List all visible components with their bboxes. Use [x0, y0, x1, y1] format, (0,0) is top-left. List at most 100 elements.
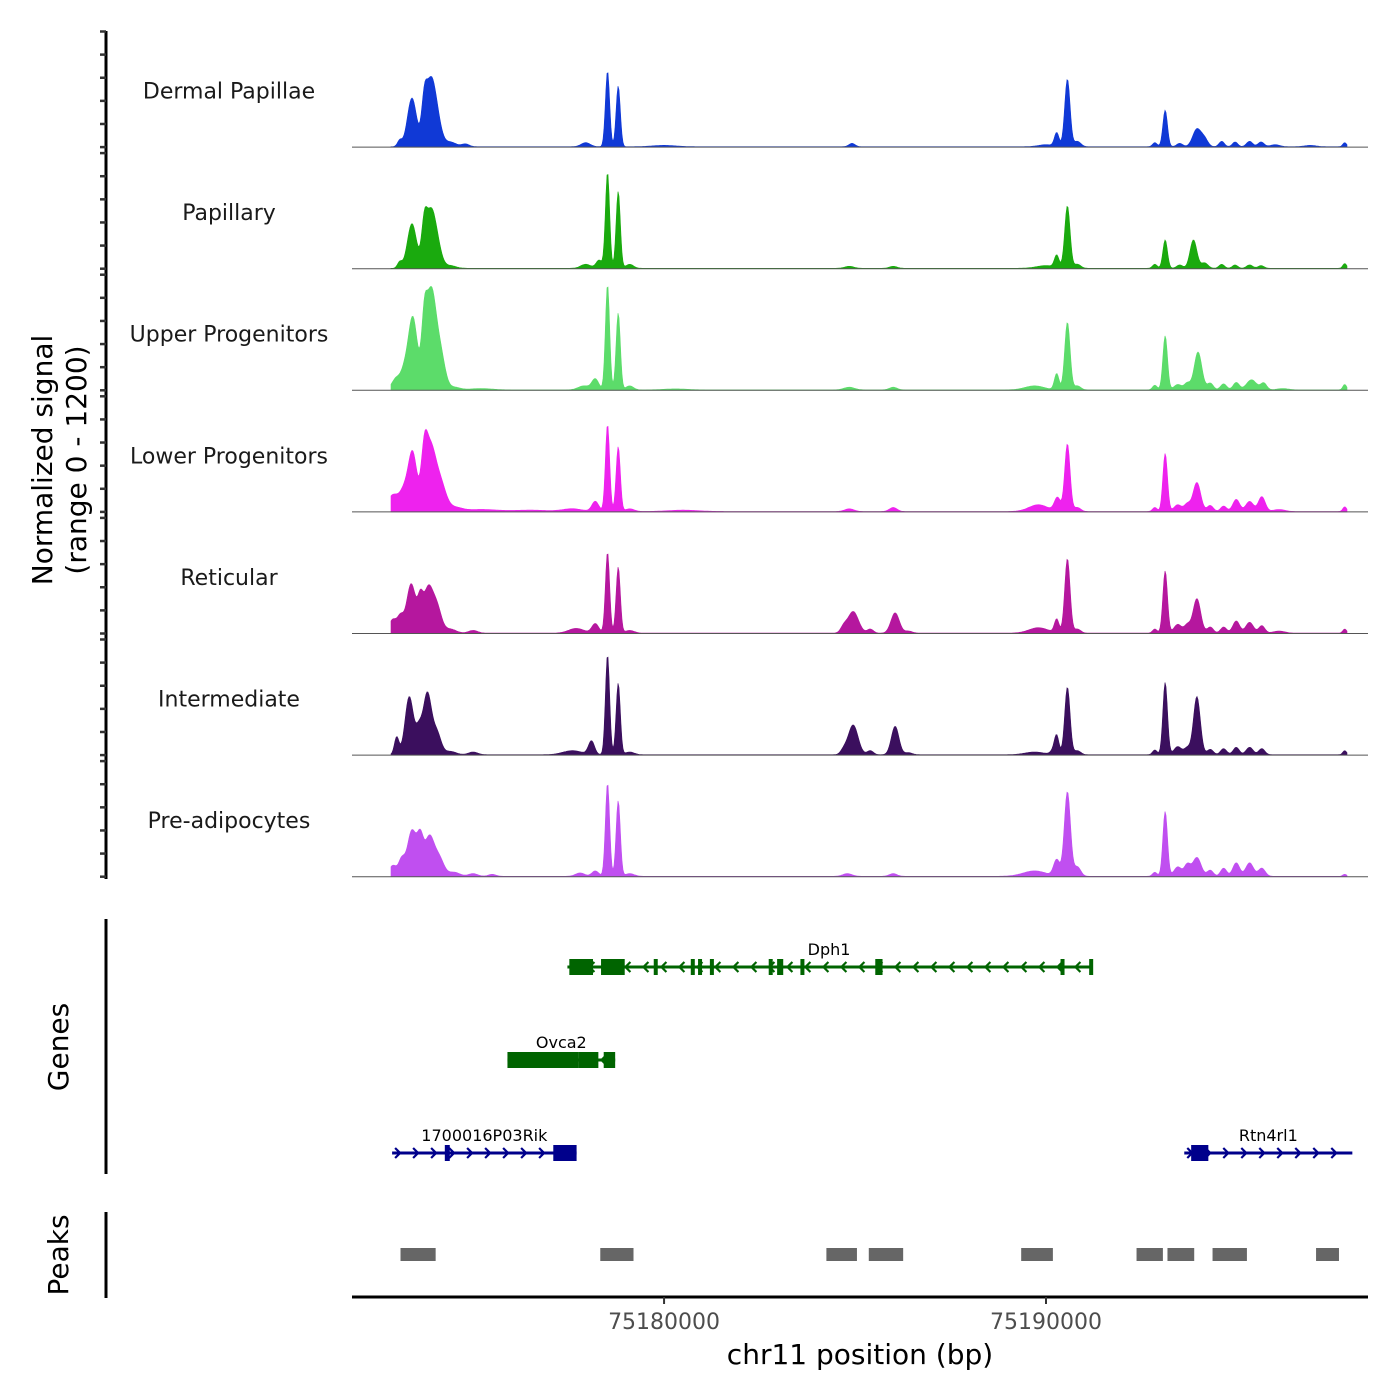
strand-arrow-icon: [839, 961, 848, 973]
gene-annotations: Dph1 Ovca2 1700016P03Rik Rtn4rl1: [392, 940, 1353, 1161]
track-label: Dermal Papillae: [143, 80, 315, 105]
exon: [601, 959, 625, 975]
peak-regions: [400, 1248, 1339, 1261]
gene-ovca2: Ovca2: [507, 1033, 616, 1068]
signal-track-upper-progenitors: Upper Progenitors: [130, 285, 1368, 391]
peak-region: [826, 1248, 857, 1261]
exon: [875, 959, 883, 975]
signal-area: [390, 174, 1348, 269]
gene-label: Ovca2: [536, 1033, 587, 1052]
strand-arrow-icon: [641, 961, 650, 973]
strand-arrow-icon: [1258, 1147, 1266, 1159]
strand-arrow-icon: [749, 961, 758, 973]
exon: [768, 959, 773, 975]
strand-arrow-icon: [1312, 1147, 1320, 1159]
strand-arrow-icon: [929, 961, 938, 973]
exon: [1060, 959, 1065, 975]
strand-arrow-icon: [394, 1147, 402, 1159]
exon: [569, 959, 594, 975]
strand-arrow-icon: [1294, 1147, 1302, 1159]
track-label: Lower Progenitors: [130, 444, 328, 469]
strand-arrow-icon: [731, 961, 740, 973]
peak-region: [1167, 1248, 1195, 1261]
signal-area: [390, 72, 1348, 148]
strand-arrow-icon: [821, 961, 830, 973]
gene-1700016p03rik: 1700016P03Rik: [392, 1126, 577, 1161]
y-axis-title-line-2: (range 0 - 1200): [60, 345, 93, 574]
signal-track-intermediate: Intermediate: [158, 656, 1368, 756]
strand-arrow-icon: [448, 1147, 456, 1159]
signal-y-axis-ticks: [100, 30, 106, 878]
strand-arrow-icon: [1001, 961, 1010, 973]
signal-tracks: Dermal Papillae Papillary Upper Progenitor…: [130, 72, 1368, 878]
strand-arrow-icon: [947, 961, 956, 973]
strand-arrow-icon: [857, 961, 866, 973]
strand-arrow-icon: [1276, 1147, 1284, 1159]
strand-arrow-icon: [484, 1147, 492, 1159]
strand-arrow-icon: [785, 961, 794, 973]
strand-arrow-icon: [677, 961, 686, 973]
strand-arrow-icon: [623, 961, 632, 973]
x-axis-ticks: 75180000 75190000: [608, 1297, 1102, 1335]
exon: [800, 959, 805, 975]
signal-area: [390, 285, 1348, 391]
peaks-track-title: Peaks: [42, 1214, 75, 1295]
signal-track-lower-progenitors: Lower Progenitors: [130, 425, 1368, 513]
signal-track-reticular: Reticular: [180, 553, 1368, 634]
peak-region: [868, 1248, 904, 1261]
strand-arrow-icon: [502, 1147, 510, 1159]
track-label: Pre-adipocytes: [148, 809, 311, 834]
signal-area: [390, 425, 1348, 513]
exon: [1089, 959, 1094, 975]
track-label: Intermediate: [158, 688, 300, 713]
strand-arrow-icon: [803, 961, 812, 973]
peak-region: [1212, 1248, 1247, 1261]
gene-rtn4rl1: Rtn4rl1: [1184, 1126, 1353, 1161]
track-label: Upper Progenitors: [130, 323, 329, 348]
exon: [1191, 1145, 1209, 1161]
exon: [690, 959, 695, 975]
strand-arrow-icon: [965, 961, 974, 973]
exon: [709, 959, 714, 975]
strand-arrow-icon: [983, 961, 992, 973]
y-axis-title-line-1: Normalized signal: [26, 335, 59, 586]
strand-arrow-icon: [893, 961, 902, 973]
exon: [553, 1145, 577, 1161]
exon: [698, 959, 703, 975]
signal-track-papillary: Papillary: [182, 174, 1368, 270]
signal-area: [390, 784, 1348, 877]
gene-dph1: Dph1: [567, 940, 1094, 975]
gene-label: Dph1: [808, 940, 851, 959]
exon: [507, 1052, 579, 1068]
x-tick-label: 75190000: [990, 1310, 1102, 1335]
strand-arrow-icon: [713, 961, 722, 973]
peak-region: [1136, 1248, 1163, 1261]
strand-arrow-icon: [466, 1147, 474, 1159]
gene-label: Rtn4rl1: [1239, 1126, 1298, 1145]
peak-region: [1021, 1248, 1053, 1261]
gene-label: 1700016P03Rik: [421, 1126, 548, 1145]
peak-region: [1316, 1248, 1339, 1261]
strand-arrow-icon: [1240, 1147, 1248, 1159]
signal-track-dermal-papillae: Dermal Papillae: [143, 72, 1368, 148]
signal-area: [390, 656, 1348, 756]
x-tick-label: 75180000: [608, 1310, 720, 1335]
strand-arrow-icon: [538, 1147, 546, 1159]
strand-arrow-icon: [1037, 961, 1046, 973]
strand-arrow-icon: [412, 1147, 420, 1159]
strand-arrow-icon: [1019, 961, 1028, 973]
peak-region: [600, 1248, 634, 1261]
peak-region: [400, 1248, 436, 1261]
signal-track-pre-adipocytes: Pre-adipocytes: [148, 784, 1368, 878]
strand-arrow-icon: [1073, 961, 1082, 973]
genes-track-title: Genes: [42, 1003, 75, 1091]
exon: [578, 1052, 599, 1068]
exon: [653, 959, 658, 975]
signal-area: [390, 553, 1348, 634]
exon: [603, 1052, 616, 1068]
strand-arrow-icon: [659, 961, 668, 973]
strand-arrow-icon: [911, 961, 920, 973]
exon: [444, 1145, 450, 1161]
strand-arrow-icon: [430, 1147, 438, 1159]
